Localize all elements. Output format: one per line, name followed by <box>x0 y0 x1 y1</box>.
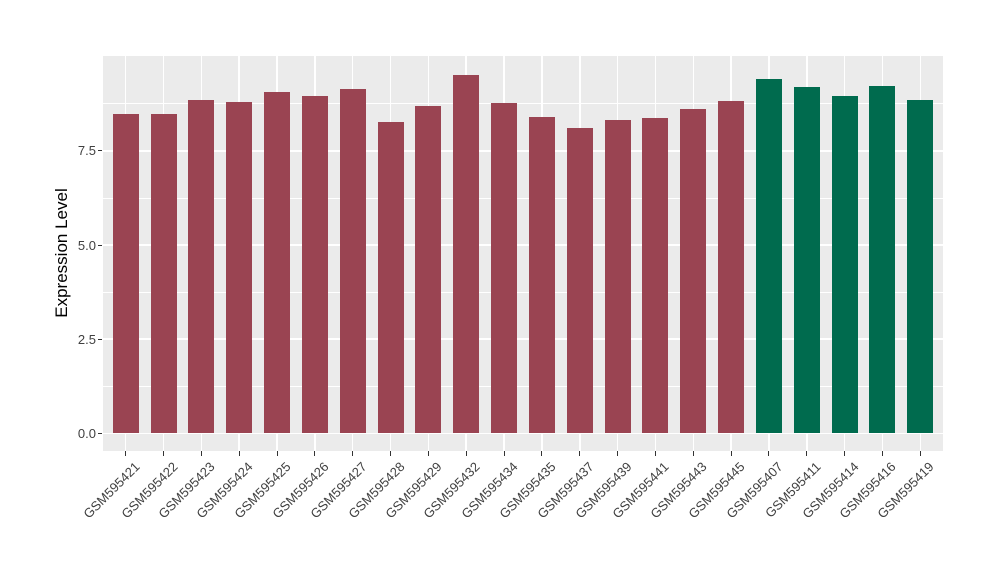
x-tick-mark <box>427 451 429 456</box>
major-gridline <box>103 432 943 435</box>
x-tick-mark <box>352 451 354 456</box>
bar <box>680 109 707 434</box>
x-tick-mark <box>806 451 808 456</box>
x-tick-mark <box>768 451 770 456</box>
x-tick-mark <box>238 451 240 456</box>
major-gridline <box>103 338 943 340</box>
bar <box>226 101 253 434</box>
x-tick-mark <box>654 451 656 456</box>
bar <box>264 91 291 434</box>
bar <box>566 128 593 434</box>
x-tick-mark <box>465 451 467 456</box>
bar <box>491 103 518 434</box>
x-tick-mark <box>503 451 505 456</box>
y-tick-label: 2.5 <box>77 331 96 347</box>
bar <box>793 86 820 434</box>
bar <box>907 100 934 434</box>
bar <box>339 88 366 434</box>
x-tick-mark <box>163 451 165 456</box>
x-tick-mark <box>692 451 694 456</box>
bar <box>453 74 480 434</box>
y-tick-mark <box>98 432 102 434</box>
bar <box>415 106 442 434</box>
y-tick-label: 5.0 <box>77 237 96 253</box>
bar <box>377 121 404 434</box>
minor-gridline <box>103 197 943 199</box>
x-tick-mark <box>541 451 543 456</box>
bar <box>528 117 555 434</box>
x-tick-mark <box>390 451 392 456</box>
minor-gridline <box>103 103 943 105</box>
y-tick-label: 7.5 <box>77 143 96 159</box>
x-tick-mark <box>617 451 619 456</box>
minor-gridline <box>103 291 943 293</box>
bar <box>755 78 782 434</box>
x-tick-mark <box>314 451 316 456</box>
x-tick-mark <box>276 451 278 456</box>
x-tick-mark <box>579 451 581 456</box>
plot-panel <box>103 56 943 451</box>
bar <box>831 95 858 434</box>
x-tick-mark <box>125 451 127 456</box>
x-tick-mark <box>200 451 202 456</box>
x-tick-mark <box>919 451 921 456</box>
bar <box>150 113 177 434</box>
bar <box>718 100 745 434</box>
y-axis-title: Expression Level <box>52 188 71 318</box>
bar <box>869 86 896 434</box>
x-tick-mark <box>844 451 846 456</box>
major-gridline <box>103 244 943 246</box>
bar <box>604 120 631 434</box>
bar <box>642 117 669 434</box>
y-tick-mark <box>98 244 102 246</box>
y-tick-mark <box>98 338 102 340</box>
bar <box>301 95 328 434</box>
y-tick-mark <box>98 150 102 152</box>
x-tick-mark <box>881 451 883 456</box>
minor-gridline <box>103 385 943 387</box>
bar <box>112 113 139 434</box>
bar <box>188 100 215 434</box>
x-tick-mark <box>730 451 732 456</box>
major-gridline <box>103 150 943 152</box>
y-tick-label: 0.0 <box>77 425 96 441</box>
